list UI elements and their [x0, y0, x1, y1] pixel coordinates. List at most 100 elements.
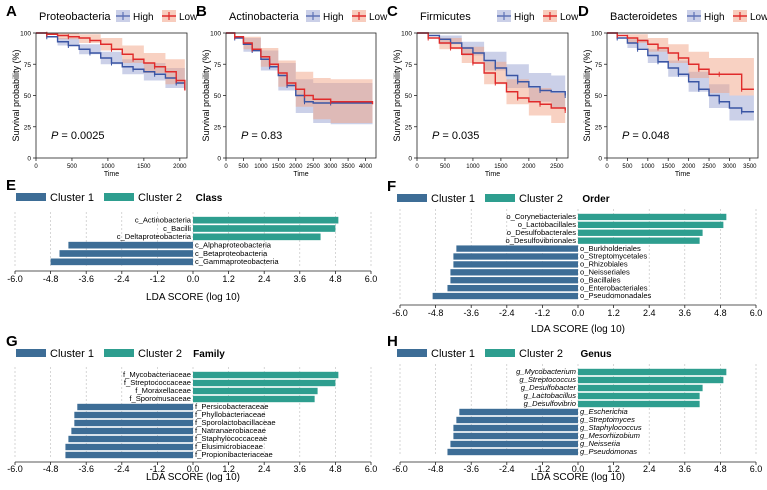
legend-cluster1-swatch — [16, 193, 46, 201]
x-tick-label: 2500 — [307, 164, 321, 170]
chart-title: Firmicutes — [420, 11, 471, 23]
x-tick-label: 2.4 — [258, 464, 271, 474]
bar-label: o_Enterobacteriales — [580, 283, 648, 292]
bar-label: c_Alphaproteobacteria — [195, 241, 272, 250]
lda-bar — [193, 233, 321, 241]
survival-curve-low — [226, 32, 374, 105]
legend-high-label: High — [323, 12, 344, 23]
x-tick-label: -2.4 — [499, 308, 515, 318]
x-tick-label: 1000 — [466, 164, 480, 170]
legend-cluster1-label: Cluster 1 — [50, 348, 94, 360]
lda-bar — [193, 216, 339, 224]
lda-bar — [578, 400, 700, 408]
x-tick-label: 1.2 — [222, 274, 235, 284]
p-value-text: = 0.0025 — [58, 130, 104, 142]
legend-low-label: Low — [750, 12, 767, 23]
bar-label: f_Phyllobacteriaceae — [195, 410, 266, 419]
lda-bar — [578, 213, 727, 221]
lda-bar — [578, 368, 727, 376]
y-tick-label: 0 — [598, 156, 602, 163]
x-tick-label: 2500 — [550, 164, 564, 170]
lda-bar — [193, 387, 318, 395]
x-tick-label: 4.8 — [329, 274, 342, 284]
x-axis-label: Time — [485, 171, 500, 178]
x-tick-label: -1.2 — [150, 274, 166, 284]
bar-label: g_Staphylococcus — [580, 423, 642, 432]
x-axis-label: Time — [675, 171, 690, 178]
x-tick-label: -4.8 — [43, 464, 59, 474]
bar-label: o_Lactobacillales — [518, 220, 576, 229]
chart-title: Class — [196, 193, 223, 204]
lda-bar — [450, 440, 578, 448]
bar-label: g_Neisseria — [580, 439, 620, 448]
legend-cluster1-swatch — [397, 194, 427, 202]
chart-title: Genus — [580, 349, 612, 360]
bar-label: o_Rhizobiales — [580, 260, 628, 269]
legend-high-band — [497, 10, 511, 22]
lda-bar — [578, 384, 703, 392]
confidence-band-low — [226, 33, 373, 128]
bar-label: c_Bacilli — [163, 224, 191, 233]
lda-bar — [432, 292, 578, 300]
lda-bar — [453, 424, 578, 432]
x-tick-label: 3000 — [324, 164, 338, 170]
lda-bar — [59, 250, 193, 257]
legend-high-band — [306, 10, 320, 22]
y-tick-label: 75 — [595, 62, 603, 69]
y-axis-label: Survival probability (%) — [11, 49, 21, 141]
lda-bar — [578, 376, 724, 384]
y-tick-label: 25 — [214, 124, 222, 131]
panel-label: B — [196, 3, 207, 20]
legend-cluster1-label: Cluster 1 — [431, 193, 475, 205]
x-tick-label: 4.8 — [329, 464, 342, 474]
x-tick-label: -3.6 — [78, 274, 94, 284]
bar-label: o_Pseudomonadales — [580, 291, 652, 300]
y-axis-label: Survival probability (%) — [201, 49, 211, 141]
x-tick-label: 2000 — [522, 164, 536, 170]
lda-panel-f: F Cluster 1 Cluster 2 Order o_Corynebacteria… — [387, 178, 762, 335]
bar-label: g_Desulfovibrio — [524, 399, 576, 408]
x-tick-label: 2.4 — [258, 274, 271, 284]
x-tick-label: 4000 — [359, 164, 373, 170]
lda-bar — [74, 411, 193, 419]
x-tick-label: 0 — [415, 164, 419, 170]
x-tick-label: 2.4 — [643, 308, 656, 318]
confidence-band-low — [36, 33, 185, 108]
x-tick-label: -2.4 — [499, 464, 515, 474]
x-tick-label: 2500 — [702, 164, 716, 170]
x-tick-label: 3500 — [341, 164, 355, 170]
x-tick-label: 500 — [440, 164, 451, 170]
lda-bar — [68, 241, 193, 249]
x-tick-label: -2.4 — [114, 274, 130, 284]
x-tick-label: 1500 — [494, 164, 508, 170]
bar-label: c_Actinobacteria — [135, 216, 192, 225]
x-tick-label: 0 — [34, 164, 38, 170]
lda-bar — [456, 416, 578, 424]
bar-label: o_Desulfobacterales — [507, 228, 576, 237]
x-tick-label: -1.2 — [150, 464, 166, 474]
x-tick-label: 1.2 — [607, 464, 620, 474]
x-tick-label: 3.6 — [294, 464, 307, 474]
x-tick-label: -3.6 — [463, 464, 479, 474]
legend-cluster1-swatch — [397, 349, 427, 357]
legend-cluster1-label: Cluster 1 — [431, 348, 475, 360]
y-tick-label: 0 — [217, 156, 221, 163]
lda-bar — [65, 451, 193, 459]
x-tick-label: 1500 — [137, 164, 151, 170]
x-tick-label: -6.0 — [7, 274, 23, 284]
p-value-text: = 0.048 — [629, 130, 669, 142]
p-value: P = 0.83 — [241, 130, 282, 142]
bar-label: f_Staphylococcaceae — [195, 434, 267, 443]
legend-high-band — [116, 10, 130, 22]
chart-title: Proteobacteria — [39, 11, 111, 23]
legend-cluster1-label: Cluster 1 — [50, 192, 94, 204]
x-tick-label: -4.8 — [43, 274, 59, 284]
legend-cluster1-swatch — [16, 349, 46, 357]
legend-cluster2-swatch — [104, 193, 134, 201]
lda-bar — [193, 379, 336, 387]
x-tick-label: -1.2 — [535, 464, 551, 474]
